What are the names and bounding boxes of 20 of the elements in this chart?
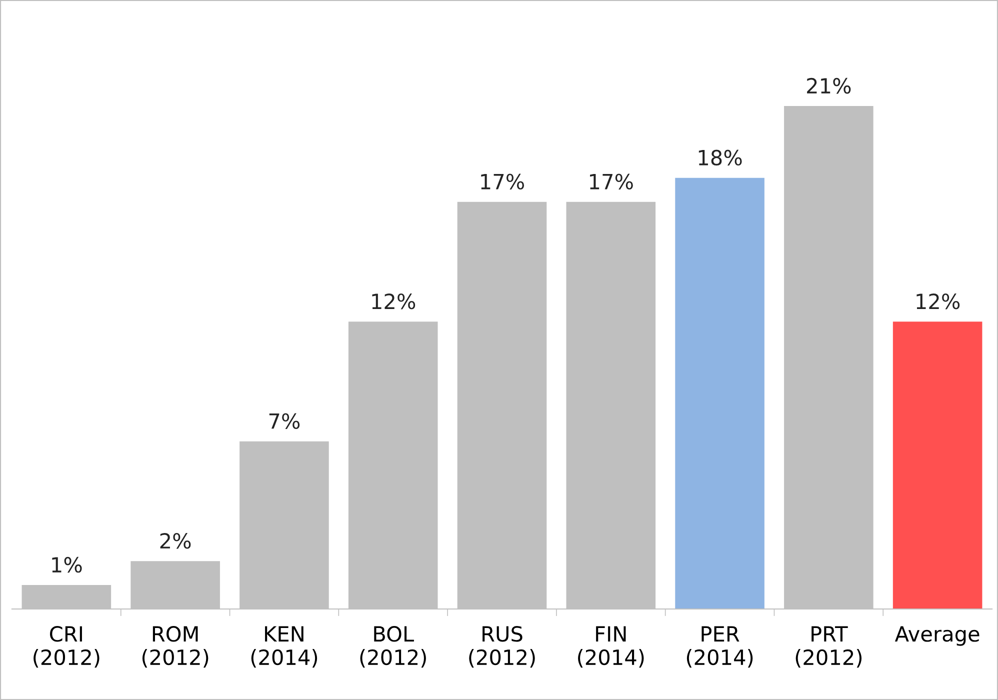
x-tick-label: KEN (2014): [251, 626, 318, 668]
x-tick-label: ROM (2012): [142, 626, 208, 668]
data-label: 17%: [481, 174, 524, 190]
data-label: 12%: [916, 293, 960, 310]
data-label: 17%: [590, 174, 633, 190]
data-label: 2%: [160, 532, 191, 549]
x-tick-label: CRI (2012): [34, 626, 100, 668]
x-tick-label: PRT (2012): [796, 626, 862, 668]
data-label: 1%: [52, 556, 82, 573]
x-tick-label: RUS (2012): [469, 626, 535, 668]
data-label: 7%: [269, 413, 300, 429]
data-label: 21%: [807, 78, 851, 94]
x-tick-label: BOL (2012): [360, 626, 426, 668]
x-tick-label: PER (2014): [686, 626, 753, 668]
bar: [675, 178, 764, 609]
x-tick-label: FIN (2014): [578, 626, 644, 668]
bar: [892, 322, 982, 609]
x-tick-label: Average: [894, 626, 980, 646]
data-label: 18%: [698, 150, 742, 166]
data-label: 12%: [372, 293, 416, 310]
